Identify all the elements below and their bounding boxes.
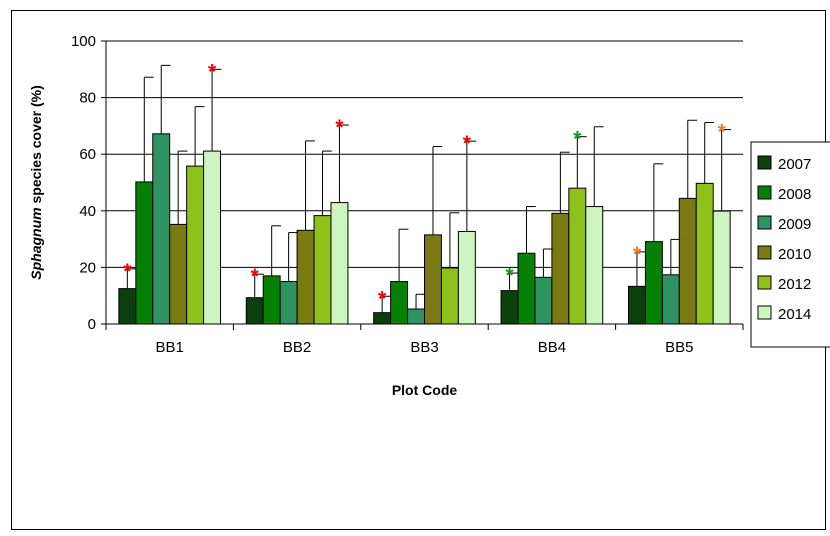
x-tick-labels: BB1 BB2 BB3 BB4 BB5 (156, 339, 694, 356)
bar-bb4-2012 (568, 187, 587, 325)
legend-swatch-2010 (757, 245, 772, 260)
bar-bb5-2012 (695, 182, 714, 325)
significance-asterisk: * (208, 60, 217, 83)
significance-asterisk: * (463, 132, 472, 155)
bar-bb3-2010 (424, 234, 442, 325)
bar-bb2-2008 (262, 275, 281, 325)
bar-bb3-2012 (440, 267, 459, 325)
bar-bb4-2014 (585, 206, 604, 325)
y-tick-label: 40 (79, 203, 96, 220)
axes (101, 40, 744, 330)
bar-bb1-2009 (152, 133, 171, 325)
bar-bb1-2007 (118, 288, 137, 325)
legend-label-2007: 2007 (778, 156, 811, 173)
bar-bb5-2008 (644, 241, 663, 325)
legend-label-2010: 2010 (778, 246, 811, 263)
bar-bb1-2012 (186, 165, 205, 325)
bar-bb1-2010 (169, 223, 188, 325)
bar-bb3-2014 (457, 230, 476, 325)
legend: 2007 2008 2009 2010 2012 2014 (750, 141, 830, 348)
bar-bb2-2012 (313, 215, 332, 325)
y-axis-title: Sphagnum species cover (%) (28, 85, 44, 280)
legend-label-2009: 2009 (778, 216, 811, 233)
bar-bb1-2008 (135, 181, 154, 325)
bar-bb3-2007 (373, 312, 392, 325)
bar-bb3-2009 (407, 308, 425, 325)
significance-markers: * * * * * * * * * * (123, 60, 726, 310)
legend-swatch-2014 (757, 305, 772, 320)
bar-bb2-2009 (279, 281, 298, 325)
bar-bb1-2014 (203, 150, 222, 325)
legend-swatch-2008 (757, 185, 772, 200)
legend-swatch-2007 (757, 155, 772, 170)
significance-asterisk: * (123, 260, 132, 283)
significance-asterisk: * (633, 243, 642, 266)
legend-label-2012: 2012 (778, 276, 811, 293)
legend-swatch-2009 (757, 215, 772, 230)
y-axis-title-italic: Sphagnum (28, 207, 44, 279)
significance-asterisk: * (335, 116, 344, 139)
bars (118, 133, 731, 325)
y-tick-label: 0 (88, 316, 96, 333)
bar-bb3-2008 (390, 281, 409, 325)
significance-asterisk: * (573, 128, 582, 151)
x-axis-title: Plot Code (392, 382, 458, 398)
x-tick-label: BB4 (538, 339, 566, 356)
significance-asterisk: * (378, 287, 387, 310)
legend-swatch-2012 (757, 275, 772, 290)
bar-bb4-2010 (551, 212, 570, 325)
legend-label-2008: 2008 (778, 186, 811, 203)
significance-asterisk: * (251, 265, 260, 288)
bar-bb2-2007 (245, 297, 264, 325)
bar-bb2-2010 (296, 229, 315, 325)
y-tick-labels: 0 20 40 60 80 100 (71, 33, 96, 333)
significance-asterisk: * (505, 264, 514, 287)
legend-label-2014: 2014 (778, 306, 811, 323)
bar-bb5-2010 (678, 197, 697, 325)
y-tick-label: 100 (71, 33, 96, 50)
bar-bb4-2008 (517, 252, 536, 325)
x-tick-label: BB3 (410, 339, 438, 356)
significance-asterisk: * (718, 121, 727, 144)
bar-bb4-2007 (500, 290, 519, 325)
y-tick-label: 80 (79, 90, 96, 107)
bar-bb5-2009 (661, 274, 680, 325)
error-bars (126, 64, 731, 313)
bar-bb4-2009 (534, 276, 553, 325)
y-tick-label: 60 (79, 146, 96, 163)
x-tick-label: BB2 (283, 339, 311, 356)
x-tick-label: BB5 (665, 339, 693, 356)
y-axis-title-rest: species cover (%) (28, 85, 44, 207)
bar-bb5-2007 (627, 285, 646, 325)
bar-bb2-2014 (330, 202, 349, 325)
y-tick-label: 20 (79, 259, 96, 276)
x-tick-label: BB1 (156, 339, 184, 356)
bar-bb5-2014 (712, 210, 731, 325)
